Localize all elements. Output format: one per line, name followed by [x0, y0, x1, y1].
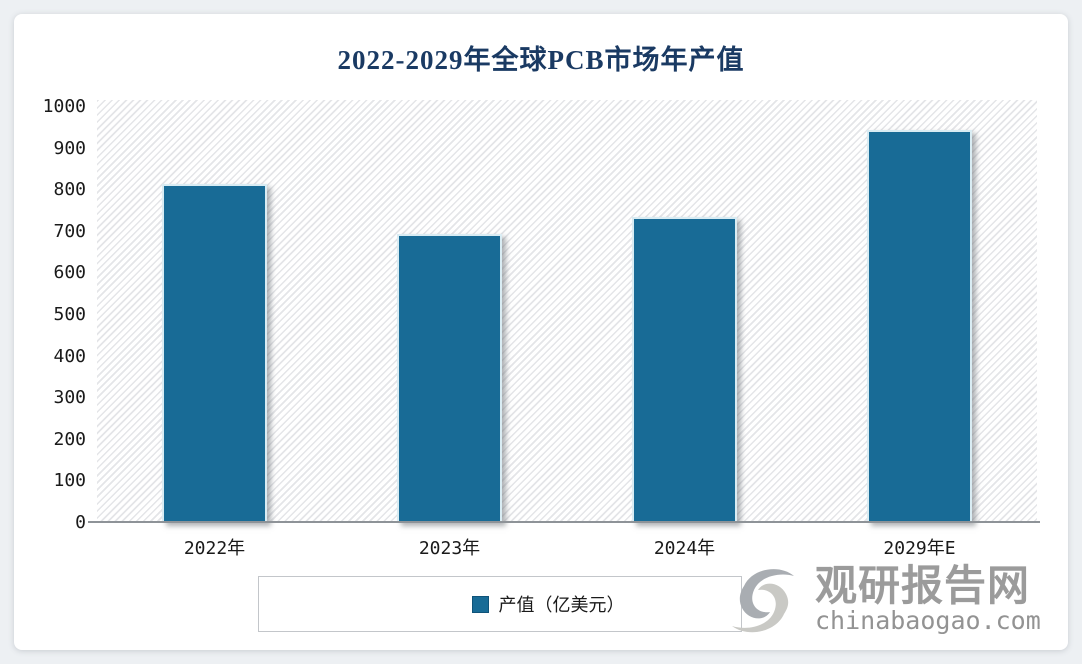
bar-2024年	[632, 217, 737, 523]
y-axis-tick-label: 0	[75, 512, 86, 533]
watermark-site-url: chinabaogao.com	[815, 606, 1041, 635]
x-axis-tick-label: 2024年	[653, 538, 716, 559]
legend-swatch-icon	[471, 595, 489, 613]
bar-2023年	[397, 234, 502, 523]
x-axis-tick-label: 2029年E	[883, 538, 956, 559]
y-axis-tick-label: 400	[53, 345, 86, 367]
y-axis-tick-label: 800	[53, 179, 86, 201]
y-axis-labels: 0 100 200 300 400 500 600 700 800 900 1000	[26, 96, 86, 533]
y-axis-tick-label: 900	[53, 137, 86, 159]
legend: 产值（亿美元）	[258, 576, 742, 632]
chart-title: 2022-2029年全球PCB市场年产值	[337, 45, 745, 75]
y-axis-tick-label: 700	[53, 220, 86, 242]
bar-2029年E	[867, 130, 972, 523]
y-axis-tick-label: 200	[53, 428, 86, 450]
x-axis-tick-label: 2023年	[418, 538, 481, 559]
x-axis-line	[88, 521, 1040, 523]
chinabaogao-logo-icon	[732, 569, 794, 633]
watermark: 观研报告网 chinabaogao.com	[718, 548, 1070, 652]
legend-entry: 产值（亿美元）	[471, 591, 625, 617]
y-axis-tick-label: 100	[53, 470, 86, 492]
plot-area	[97, 100, 1037, 523]
watermark-site-name: 观研报告网	[815, 562, 1031, 609]
y-axis-tick-label: 1000	[42, 96, 86, 117]
bar-2022年	[162, 184, 267, 523]
legend-label: 产值（亿美元）	[498, 595, 625, 615]
y-axis-tick-label: 300	[53, 387, 86, 409]
y-axis-tick-label: 600	[53, 262, 86, 284]
x-axis-labels: 2022年 2023年 2024年 2029年E	[97, 536, 1037, 562]
y-axis-tick-label: 500	[53, 304, 86, 325]
x-axis-tick-label: 2022年	[183, 538, 246, 559]
